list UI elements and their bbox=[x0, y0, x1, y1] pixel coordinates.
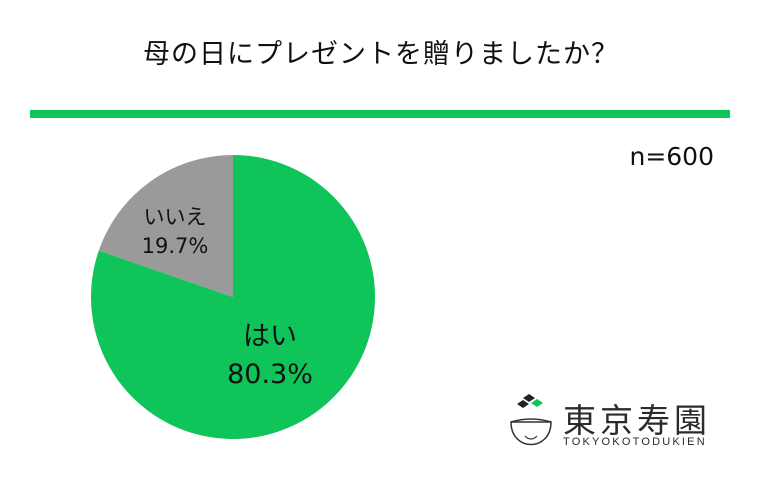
chart-title: 母の日にプレゼントを贈りましたか？ bbox=[143, 39, 619, 70]
brand-logo: 東京寿園 TOKYOKOTODUKIEN bbox=[503, 392, 743, 462]
slice-label-no: いいえ 19.7% bbox=[120, 203, 230, 261]
slice-name-yes: はい bbox=[243, 321, 297, 352]
pie-slice-no bbox=[98, 155, 233, 297]
tea-bowl-icon bbox=[510, 394, 552, 446]
logo-subtitle: TOKYOKOTODUKIEN bbox=[563, 436, 707, 448]
slice-value-yes: 80.3% bbox=[227, 359, 313, 390]
logo-name: 東京寿園 bbox=[563, 401, 711, 440]
sample-size-label: n=600 bbox=[629, 142, 714, 171]
slice-value-no: 19.7% bbox=[141, 234, 209, 258]
title-divider bbox=[30, 110, 730, 118]
slice-name-no: いいえ bbox=[143, 205, 207, 229]
slice-label-yes: はい 80.3% bbox=[205, 318, 335, 394]
